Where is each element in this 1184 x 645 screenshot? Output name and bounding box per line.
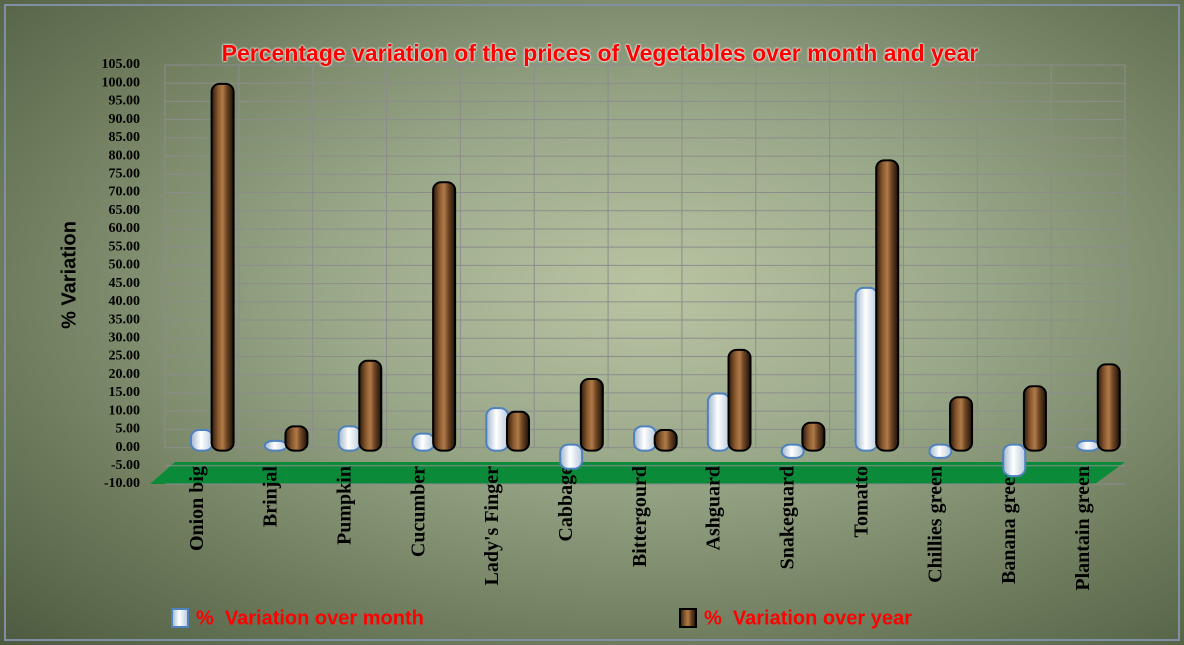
bar [285, 426, 307, 450]
y-tick-label: 10.00 [109, 403, 141, 418]
x-tick-label: Banana green [998, 466, 1020, 584]
y-tick-label: 55.00 [109, 239, 141, 254]
bar [359, 361, 381, 451]
bar [634, 426, 656, 450]
bar [1098, 364, 1120, 450]
y-tick-label: 100.00 [102, 75, 141, 90]
y-tick-label: 45.00 [109, 276, 141, 291]
y-tick-label: 75.00 [109, 167, 141, 182]
x-tick-label: Snakeguard [777, 466, 799, 569]
y-tick-label: 60.00 [109, 221, 141, 236]
x-tick-label: Onion big [186, 466, 208, 551]
y-tick-label: 0.00 [116, 440, 141, 455]
y-tick-label: 15.00 [109, 385, 141, 400]
chart: % Variation % Variation over month % Var… [0, 0, 1184, 645]
bar [581, 379, 603, 451]
y-tick-label: 80.00 [109, 148, 141, 163]
legend-swatch [172, 609, 188, 627]
y-tick-label: 20.00 [109, 367, 141, 382]
bar [339, 426, 361, 450]
x-tick-label: Ashguard [703, 466, 725, 550]
bar [655, 430, 677, 451]
y-tick-label: 90.00 [109, 112, 141, 127]
y-tick-label: 85.00 [109, 130, 141, 145]
x-tick-label: Pumpkin [334, 466, 356, 545]
y-tick-label: 105.00 [102, 57, 141, 72]
bar [729, 350, 751, 451]
chart-canvas: % Variation % Variation over month % Var… [0, 0, 1184, 645]
y-tick-label: 50.00 [109, 258, 141, 273]
y-tick-label: 65.00 [109, 203, 141, 218]
bar [708, 394, 730, 451]
x-tick-label: Lady's Finger [481, 466, 503, 586]
bar [433, 182, 455, 450]
x-tick-label: Plantain green [1072, 466, 1094, 591]
bar [486, 408, 508, 450]
bar [876, 160, 898, 450]
x-tick-label: Chillies green [924, 466, 946, 583]
bar [412, 434, 434, 451]
bar [191, 430, 213, 451]
y-tick-label: 40.00 [109, 294, 141, 309]
legend-swatch [680, 609, 696, 627]
bar [560, 445, 582, 469]
bar [265, 441, 287, 451]
y-tick-label: 5.00 [116, 422, 141, 437]
y-tick-label: -5.00 [111, 458, 140, 473]
y-axis-title: % Variation [58, 221, 80, 329]
bar [782, 445, 804, 458]
x-tick-label: Brinjal [260, 466, 282, 528]
bar [507, 412, 529, 451]
bar [950, 397, 972, 450]
y-tick-label: 95.00 [109, 94, 141, 109]
y-tick-label: 25.00 [109, 349, 141, 364]
chart-title: Percentage variation of the prices of Ve… [150, 36, 1050, 70]
bar [856, 288, 878, 451]
bar [929, 445, 951, 458]
bar [1024, 386, 1046, 450]
bar [212, 84, 234, 451]
y-tick-label: 70.00 [109, 185, 141, 200]
x-tick-label: Cucumber [407, 466, 429, 557]
bar [1077, 441, 1099, 451]
y-tick-label: -10.00 [104, 476, 140, 491]
x-tick-label: Bittergourd [629, 466, 651, 567]
x-tick-label: Tomatto [850, 466, 872, 537]
bar [1003, 445, 1025, 477]
y-tick-label: 30.00 [109, 330, 141, 345]
legend-label: % Variation over year [704, 607, 912, 629]
x-tick-label: Cabbage [555, 466, 577, 542]
bar [802, 423, 824, 451]
legend-label: % Variation over month [196, 607, 424, 629]
y-tick-label: 35.00 [109, 312, 141, 327]
